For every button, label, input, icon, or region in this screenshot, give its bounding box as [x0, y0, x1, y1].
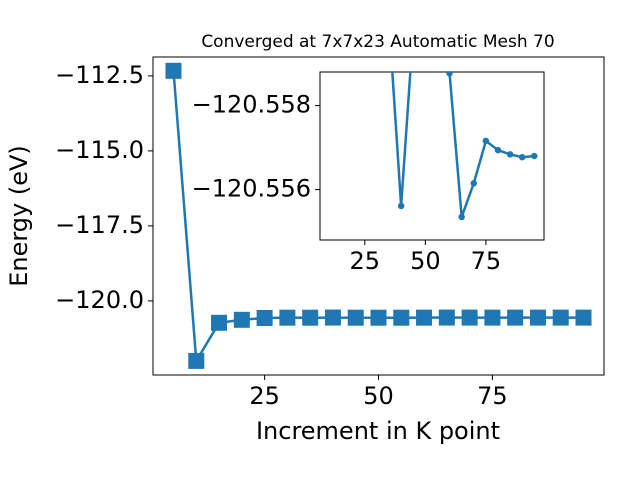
x-tick-label: 75	[477, 382, 508, 410]
data-point	[494, 146, 502, 154]
data-point	[470, 180, 478, 187]
data-point	[211, 314, 228, 331]
data-point	[458, 213, 465, 221]
data-point	[484, 309, 501, 326]
data-point	[324, 309, 341, 326]
x-tick-label: 25	[350, 247, 381, 275]
data-point	[552, 309, 569, 326]
y-tick-label: −120.556	[192, 175, 311, 203]
x-tick-label: 25	[249, 382, 280, 410]
y-tick-label: −120.0	[55, 286, 144, 314]
y-tick-label: −120.558	[192, 91, 311, 119]
data-point	[518, 154, 526, 161]
data-point	[393, 309, 410, 326]
y-axis-label: Energy (eV)	[5, 145, 33, 287]
data-point	[233, 311, 250, 328]
data-point	[279, 309, 296, 326]
data-point	[188, 352, 205, 369]
data-point	[461, 309, 478, 326]
plot-layer	[165, 62, 592, 369]
data-point	[438, 309, 455, 326]
plot-area	[319, 71, 545, 241]
data-point	[575, 309, 592, 326]
x-tick-label: 50	[410, 247, 441, 275]
x-tick-label: 50	[363, 382, 394, 410]
x-tick-label: 75	[471, 247, 502, 275]
chart-title: Converged at 7x7x23 Automatic Mesh 70	[201, 32, 554, 52]
data-point	[507, 309, 524, 326]
data-point	[529, 309, 546, 326]
data-point	[506, 151, 514, 158]
data-point	[165, 62, 182, 79]
data-point	[416, 309, 433, 326]
y-tick-label: −117.5	[55, 211, 144, 239]
data-point	[302, 309, 319, 326]
x-axis-label: Increment in K point	[256, 417, 500, 445]
plot-layer	[391, 72, 538, 221]
y-tick-label: −115.0	[55, 136, 144, 164]
data-point	[370, 309, 387, 326]
data-point	[397, 202, 405, 210]
data-point	[482, 137, 490, 145]
y-tick-label: −112.5	[55, 61, 144, 89]
data-point	[531, 152, 538, 160]
data-point	[256, 310, 273, 326]
data-point	[347, 309, 364, 326]
data-point	[446, 72, 453, 77]
